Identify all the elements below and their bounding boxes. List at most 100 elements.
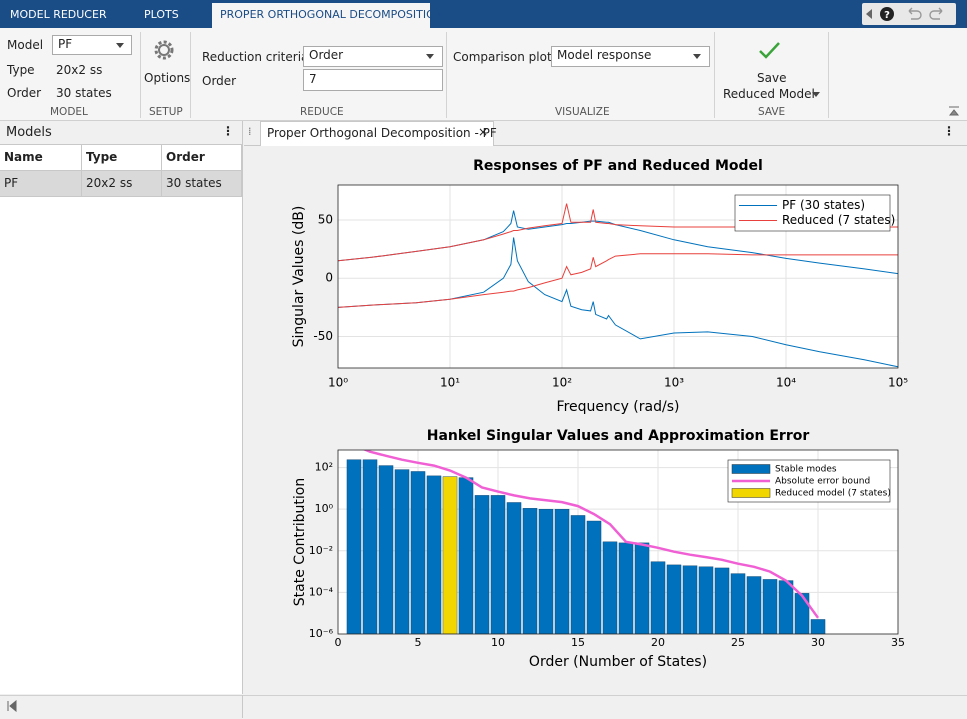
dropdown-arrow: [812, 92, 820, 97]
section-label: MODEL: [50, 106, 88, 118]
collapse-icon[interactable]: [866, 9, 872, 19]
table-cell[interactable]: 20x2 ss: [82, 171, 162, 197]
check-icon[interactable]: [757, 40, 783, 62]
x-tick-label: 10²: [552, 376, 572, 390]
x-tick-label: 5: [415, 636, 422, 649]
separator: [828, 32, 829, 118]
y-tick-label: 10²: [315, 461, 333, 474]
drag-handle: ⁞: [248, 125, 252, 138]
bar: [442, 476, 458, 634]
table-cell[interactable]: 30 states: [162, 171, 242, 197]
bar: [698, 566, 714, 634]
label: Order: [202, 74, 237, 88]
bar: [458, 477, 474, 634]
y-tick-label: 10⁻⁶: [309, 627, 334, 640]
x-tick-label: 20: [651, 636, 665, 649]
x-tick-label: 30: [811, 636, 825, 649]
column-header[interactable]: Type: [82, 145, 162, 171]
svg-text:?: ?: [884, 10, 890, 21]
plot-content: [338, 203, 898, 368]
x-tick-label: 10⁴: [776, 376, 796, 390]
bar: [410, 471, 426, 634]
value: 20x2 ss: [56, 63, 103, 77]
document-tab-title[interactable]: Proper Orthogonal Decomposition - PF: [267, 126, 497, 140]
bar: [554, 508, 570, 634]
close-tab[interactable]: ×: [478, 125, 489, 139]
error-bound-line: [362, 450, 820, 619]
active-tab[interactable]: [212, 3, 430, 28]
document-tab[interactable]: [260, 121, 494, 146]
label: Comparison plot: [453, 50, 552, 64]
bar: [730, 573, 746, 634]
redo-icon[interactable]: [929, 7, 943, 20]
label: Model: [7, 38, 44, 52]
x-tick-label: 10⁵: [888, 376, 908, 390]
section-label: SAVE: [758, 106, 786, 118]
status-bar: [0, 695, 967, 719]
bar: [586, 520, 602, 634]
column-header[interactable]: Name: [0, 145, 82, 171]
axes-box: [337, 184, 899, 369]
y-tick-label: 10⁻⁴: [309, 585, 334, 598]
section-label: SETUP: [149, 106, 183, 118]
separator: [242, 695, 243, 718]
tab[interactable]: PLOTS: [144, 8, 179, 21]
bar: [618, 542, 634, 634]
dropdown-arrow: [116, 43, 124, 48]
tab-bar: [0, 0, 967, 28]
y-tick-label: 50: [318, 212, 333, 226]
plot-dropdown[interactable]: Model response: [551, 46, 710, 67]
panel-menu[interactable]: ⋮: [222, 124, 234, 138]
order-input[interactable]: 7: [303, 69, 443, 91]
chart-title: Hankel Singular Values and Approximation…: [427, 428, 810, 444]
y-tick-label: 0: [325, 271, 333, 285]
y-tick-label: 10⁻²: [309, 544, 333, 557]
help-icon[interactable]: [880, 7, 894, 21]
bar: [762, 579, 778, 634]
legend-label: Stable modes: [775, 465, 837, 475]
x-axis-label: Order (Number of States): [529, 654, 707, 670]
label: Reduction criteria: [202, 50, 309, 64]
tab[interactable]: PROPER ORTHOGONAL DECOMPOSITION: [220, 8, 443, 21]
table-cell[interactable]: PF: [0, 171, 82, 197]
separator: [140, 32, 141, 118]
model-dropdown[interactable]: PF: [52, 35, 132, 55]
x-tick-label: 10¹: [440, 376, 460, 390]
legend-swatch: [731, 464, 771, 474]
panel-title: Models: [6, 125, 52, 140]
quick-access-icons: ?: [866, 7, 943, 21]
separator: [190, 32, 191, 118]
tab[interactable]: MODEL REDUCER: [10, 8, 107, 21]
label: Order: [7, 86, 42, 100]
save-button[interactable]: Reduced Model: [723, 87, 815, 101]
undo-icon[interactable]: [908, 7, 922, 20]
section-label: REDUCE: [300, 106, 344, 118]
bar: [634, 542, 650, 634]
collapse-toolstrip[interactable]: [948, 106, 960, 116]
legend-swatch: [731, 488, 771, 498]
x-tick-label: 15: [571, 636, 585, 649]
x-tick-label: 10: [491, 636, 505, 649]
panel-header: [0, 121, 242, 145]
label: Type: [7, 63, 35, 77]
response-line: [338, 203, 898, 262]
gear-icon[interactable]: [152, 38, 176, 62]
bar: [778, 580, 794, 634]
bar: [394, 469, 410, 634]
chart-title: Responses of PF and Reduced Model: [473, 158, 763, 174]
document-menu[interactable]: ⋮: [943, 124, 955, 138]
legend-label: Reduced model (7 states): [775, 489, 891, 499]
options-button[interactable]: Options: [144, 71, 191, 85]
bar: [794, 593, 810, 634]
legend-label: PF (30 states): [782, 198, 865, 212]
axes-box: [337, 449, 899, 635]
criteria-dropdown[interactable]: Order: [303, 46, 443, 67]
column-header[interactable]: Order: [162, 145, 242, 171]
bar: [506, 502, 522, 634]
status-icon[interactable]: [6, 700, 18, 712]
dropdown-arrow: [693, 54, 701, 59]
save-button[interactable]: Save: [757, 71, 787, 85]
x-tick-label: 0: [335, 636, 342, 649]
